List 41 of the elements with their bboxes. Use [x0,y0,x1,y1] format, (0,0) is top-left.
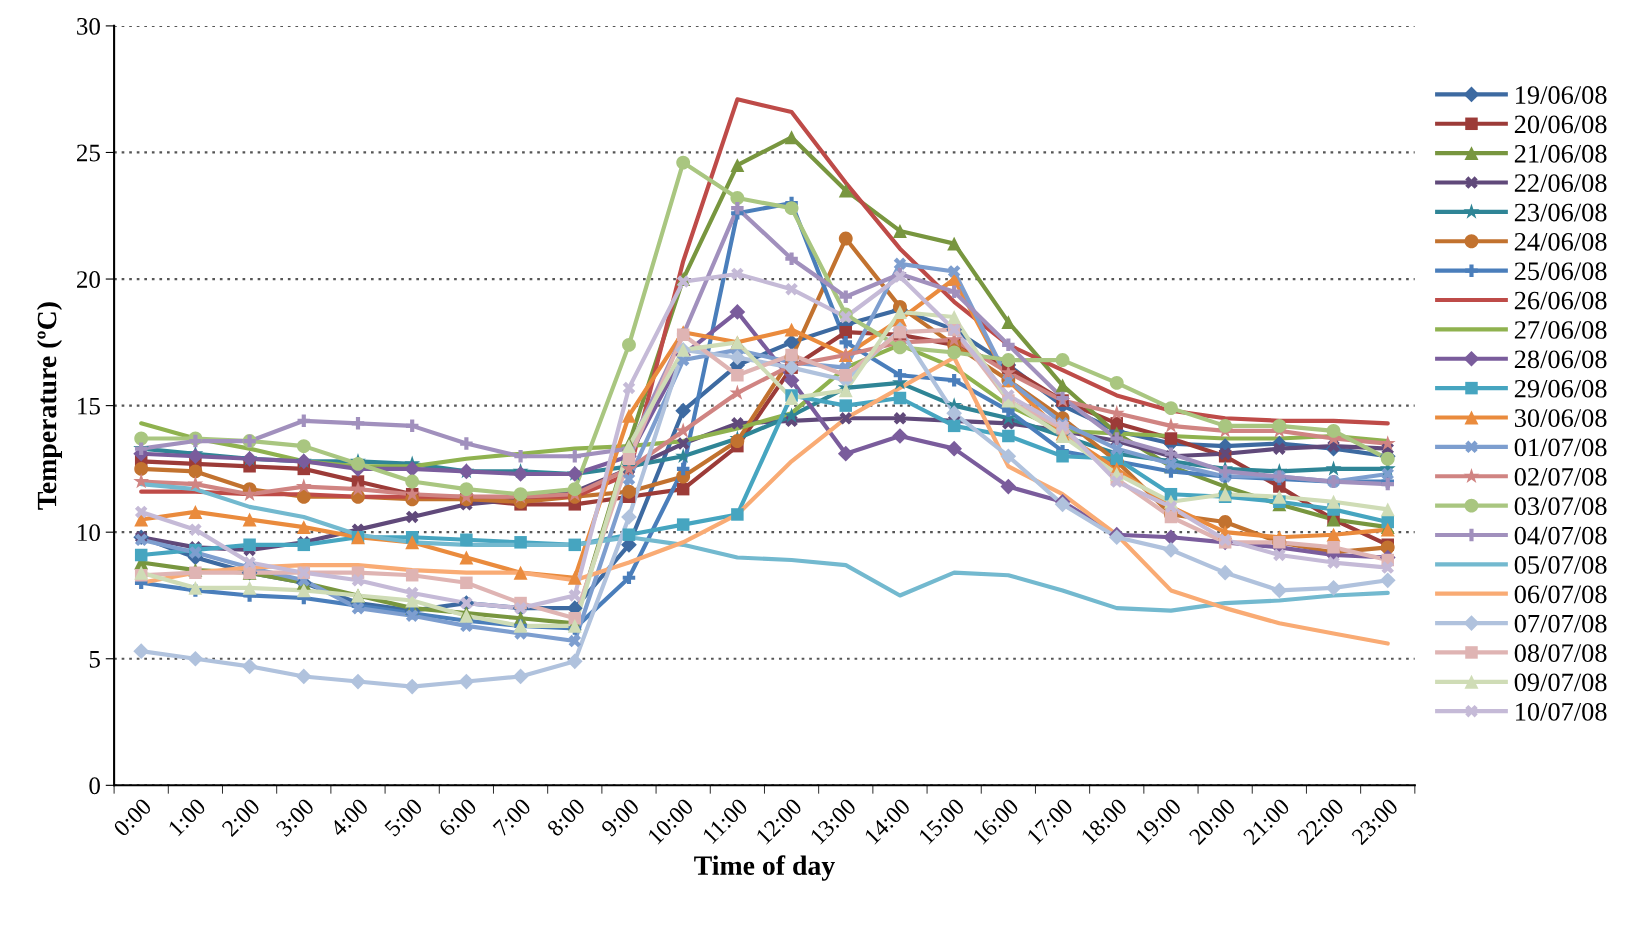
legend-label: 24/06/08 [1514,232,1607,251]
x-tick-label: 1:00 [167,797,207,837]
x-tick-label: 3:00 [275,797,315,838]
legend-label: 23/06/08 [1514,203,1607,222]
legend-label: 02/07/08 [1514,467,1607,486]
legend-label: 06/07/08 [1514,585,1607,604]
legend-label: 28/06/08 [1514,350,1607,369]
x-tick-label: 8:00 [546,797,586,838]
y-tick-label: 5 [89,651,100,668]
legend-label: 08/07/08 [1514,644,1607,662]
x-tick-label: 9:00 [600,797,641,838]
legend-label: 20/06/08 [1514,115,1607,134]
y-axis-title: Temperature (ºC) [36,302,63,510]
x-tick-label: 7:00 [492,797,532,837]
legend-label: 22/06/08 [1514,174,1607,193]
legend-label: 26/06/08 [1514,291,1607,310]
legend-label: 10/07/08 [1516,702,1607,721]
y-tick-label: 20 [77,271,100,288]
legend-label: 05/07/08 [1514,556,1607,574]
x-tick-label: 2:00 [221,797,261,838]
legend-label: 07/07/08 [1514,614,1607,633]
legend-label: 04/07/08 [1514,526,1607,545]
x-tick-label: 4:00 [329,797,370,838]
legend-label: 29/06/08 [1514,379,1607,398]
x-tick-label: 5:00 [383,797,424,837]
y-tick-label: 15 [78,397,100,415]
y-tick-label: 0 [89,777,100,795]
legend-label: 09/07/08 [1514,673,1607,692]
legend-label: 25/06/08 [1514,262,1607,281]
legend-label: 30/06/08 [1514,409,1607,427]
legend-label: 27/06/08 [1514,321,1607,339]
y-tick-label: 30 [77,17,100,35]
y-tick-label: 10 [78,524,100,542]
x-tick-label: 6:00 [437,797,478,838]
legend-label: 01/07/08 [1514,438,1607,457]
x-tick-label: 0:00 [112,797,153,838]
legend-label: 03/07/08 [1514,497,1607,516]
y-tick-label: 25 [77,144,100,162]
legend-label: 21/06/08 [1514,144,1607,163]
x-axis-title: Time of day [694,855,835,881]
legend-label: 19/06/08 [1516,86,1607,104]
